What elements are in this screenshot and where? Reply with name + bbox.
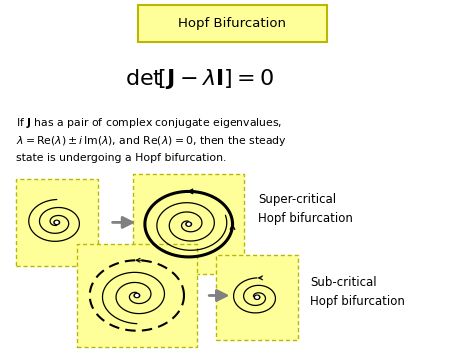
- FancyBboxPatch shape: [138, 5, 327, 42]
- Circle shape: [136, 295, 138, 296]
- Circle shape: [54, 220, 60, 224]
- Circle shape: [55, 222, 58, 223]
- Circle shape: [134, 293, 140, 297]
- FancyBboxPatch shape: [133, 174, 244, 274]
- FancyBboxPatch shape: [16, 179, 98, 266]
- Text: Hopf Bifurcation: Hopf Bifurcation: [178, 17, 286, 30]
- Text: state is undergoing a Hopf bifurcation.: state is undergoing a Hopf bifurcation.: [16, 153, 226, 163]
- Circle shape: [187, 223, 190, 225]
- Text: $\mathrm{det}\!\left[\mathbf{J} - \lambda\mathbf{I}\right] = 0$: $\mathrm{det}\!\left[\mathbf{J} - \lambd…: [125, 67, 274, 91]
- Circle shape: [256, 296, 258, 298]
- Text: If $\mathbf{J}$ has a pair of complex conjugate eigenvalues,: If $\mathbf{J}$ has a pair of complex co…: [16, 116, 282, 130]
- FancyBboxPatch shape: [77, 245, 197, 346]
- FancyBboxPatch shape: [216, 255, 298, 339]
- Text: Sub-critical
Hopf bifurcation: Sub-critical Hopf bifurcation: [310, 276, 405, 308]
- Circle shape: [254, 295, 260, 299]
- Text: $\lambda = \mathrm{Re}(\lambda) \pm i\, \mathrm{Im}(\lambda)$, and $\mathrm{Re}(: $\lambda = \mathrm{Re}(\lambda) \pm i\, …: [16, 133, 286, 148]
- Text: Super-critical
Hopf bifurcation: Super-critical Hopf bifurcation: [258, 193, 353, 225]
- Circle shape: [186, 222, 191, 226]
